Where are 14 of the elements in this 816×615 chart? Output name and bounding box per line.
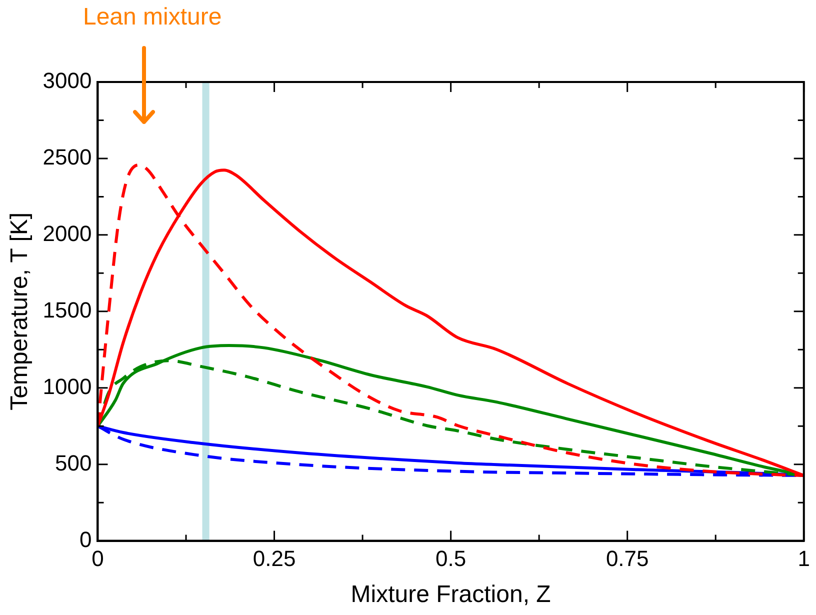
y-tick-label: 0 [79,526,92,552]
y-tick-label: 2000 [42,220,92,246]
x-tick-label: 0.25 [252,546,296,572]
y-tick-label: 1500 [42,297,92,322]
y-tick-label: 2500 [42,144,92,170]
x-axis-title: Mixture Fraction, Z [350,581,551,608]
x-tick-label: 1 [798,546,810,572]
y-axis-title: Temperature, T [K] [6,212,34,410]
x-tick-label: 0.75 [606,546,649,572]
y-tick-label: 3000 [42,68,92,94]
y-tick-label: 1000 [42,374,92,399]
y-tick-label: 500 [55,450,92,476]
text: Lean mixture [82,4,222,31]
x-tick-label: 0.5 [436,546,466,572]
